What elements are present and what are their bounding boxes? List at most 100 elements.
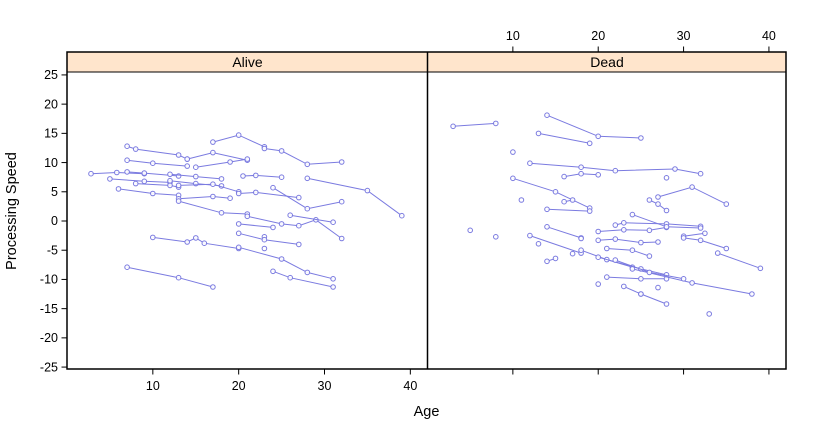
data-point [175, 173, 182, 179]
data-point [663, 224, 670, 230]
panel-border [66, 51, 787, 370]
trajectory-line [212, 134, 265, 148]
data-point [680, 233, 687, 239]
x-axis-tick-label: 30 [677, 29, 691, 43]
data-point [646, 227, 653, 234]
data-point [493, 234, 499, 240]
data-point [244, 211, 251, 217]
trajectory-line [238, 191, 299, 199]
data-point [124, 157, 130, 163]
y-axis-tick-label: 0 [51, 214, 58, 228]
data-point [278, 256, 285, 262]
data-point [714, 250, 721, 256]
data-point [124, 264, 130, 271]
data-point [270, 224, 276, 231]
data-point [544, 112, 550, 118]
data-point [680, 276, 687, 282]
data-point [578, 235, 584, 242]
data-point [544, 206, 550, 213]
data-point [296, 194, 302, 201]
data-point [235, 132, 242, 138]
trajectory-line [127, 266, 214, 288]
data-point [399, 212, 405, 219]
trajectory-line [169, 180, 222, 187]
data-point [227, 195, 233, 201]
trajectory-line [606, 248, 650, 257]
data-point [193, 235, 199, 241]
data-point [184, 156, 190, 162]
data-point [124, 143, 130, 149]
y-axis-title: Processing Speed [4, 152, 20, 270]
trajectory-line [247, 215, 342, 239]
panel-strip-dead: Dead [428, 52, 786, 72]
data-point [510, 149, 516, 155]
data-point [655, 194, 661, 200]
data-point [544, 258, 550, 265]
data-point [702, 230, 708, 237]
trajectory-line [632, 268, 752, 295]
data-point [629, 247, 636, 253]
trajectory-line [187, 152, 248, 161]
data-point [493, 120, 499, 127]
trajectory-line [135, 183, 179, 188]
trajectory-line [512, 177, 590, 209]
trajectory-line [264, 148, 342, 165]
data-point [175, 192, 182, 199]
data-point [595, 228, 602, 235]
data-point [150, 190, 156, 197]
data-point [595, 237, 602, 244]
data-point [364, 187, 371, 194]
data-point [595, 281, 602, 287]
data-point [646, 269, 653, 276]
data-point [527, 232, 533, 239]
data-point [201, 240, 208, 246]
data-point [253, 172, 259, 179]
data-point [184, 163, 190, 169]
panel-strip-dead-label: Dead [590, 54, 624, 70]
data-point [244, 156, 251, 162]
trajectory-line [242, 174, 282, 178]
x-axis-tick-label: 40 [762, 29, 776, 43]
data-point [287, 274, 294, 281]
data-point [561, 173, 567, 180]
data-point [638, 135, 644, 141]
data-point [240, 173, 246, 179]
data-point [175, 152, 182, 158]
trajectory-line [272, 187, 342, 210]
data-point [304, 175, 311, 182]
data-point [612, 167, 619, 174]
data-point [586, 208, 593, 214]
trajectory-line [640, 293, 667, 305]
data-point [330, 276, 336, 282]
data-point [304, 269, 311, 276]
data-point [313, 217, 319, 223]
data-point [450, 123, 456, 130]
data-point [175, 184, 182, 190]
data-point [244, 157, 251, 163]
data-point [621, 283, 627, 290]
data-point [757, 265, 764, 272]
data-point [595, 133, 602, 140]
data-point [723, 245, 730, 252]
trajectory-line [127, 159, 188, 167]
data-point [235, 244, 242, 251]
data-point [663, 301, 670, 307]
trajectory-line [307, 177, 403, 217]
data-point [638, 291, 644, 297]
data-point [612, 257, 619, 263]
trajectory-line [683, 237, 727, 249]
data-point [612, 222, 619, 228]
data-point [638, 276, 644, 282]
panel-strip-alive: Alive [67, 52, 428, 72]
x-axis-tick-label: 20 [591, 29, 605, 43]
data-point [338, 235, 345, 242]
trajectory-line [657, 186, 727, 205]
data-point [680, 235, 687, 241]
data-point [338, 198, 345, 205]
data-point [261, 145, 268, 152]
data-point [278, 174, 285, 180]
data-point [175, 198, 182, 204]
y-axis-tick-label: 25 [44, 68, 58, 82]
x-axis-tick-label: 10 [146, 379, 160, 393]
